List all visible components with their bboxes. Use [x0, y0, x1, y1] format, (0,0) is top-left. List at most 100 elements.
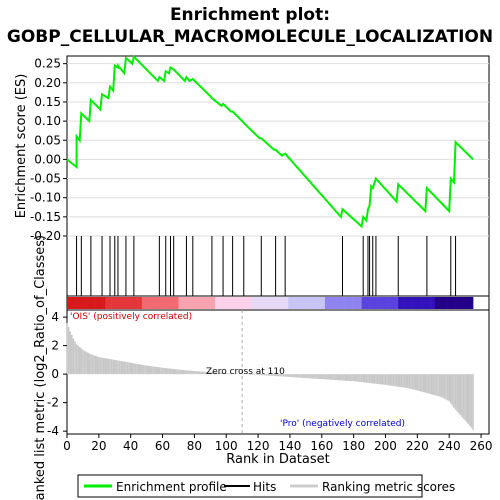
- heat-cell: [74, 297, 77, 309]
- heat-cell: [326, 297, 329, 309]
- heat-cell: [317, 297, 319, 309]
- heat-cell: [98, 297, 101, 309]
- heat-cell: [218, 297, 221, 309]
- heat-cell: [81, 297, 84, 309]
- heat-cell: [248, 297, 251, 309]
- heat-cell: [219, 297, 222, 309]
- es-grid-lines: [67, 63, 489, 237]
- heat-cell: [379, 297, 382, 309]
- x-tick-label: 120: [247, 439, 270, 453]
- heat-cell: [399, 297, 402, 309]
- heat-cell: [97, 297, 100, 309]
- heat-cell: [254, 297, 257, 309]
- heat-cell: [391, 297, 394, 309]
- x-tick-label: 20: [91, 439, 106, 453]
- heat-cell: [211, 297, 214, 309]
- heat-cell: [358, 297, 361, 309]
- heat-cell: [278, 297, 281, 309]
- heat-cell: [352, 297, 354, 309]
- heat-cell: [195, 297, 198, 309]
- heat-cell: [229, 297, 232, 309]
- es-profile-line: [66, 54, 474, 229]
- heat-cell: [340, 297, 343, 309]
- heat-cell: [205, 297, 208, 309]
- heat-cell: [385, 297, 388, 309]
- heat-cell: [393, 297, 396, 309]
- heat-cell: [332, 297, 335, 309]
- heat-cell: [291, 297, 294, 309]
- metric-y-tick-label: -2: [47, 396, 59, 410]
- heat-cell: [173, 297, 176, 309]
- heat-cell: [160, 297, 163, 309]
- heat-cell: [453, 297, 456, 309]
- heat-cell: [458, 297, 461, 309]
- heat-cell: [372, 297, 375, 309]
- heat-cell: [395, 297, 397, 309]
- legend-hits-label: Hits: [253, 480, 276, 494]
- heat-cell: [313, 297, 316, 309]
- heat-cell: [410, 297, 413, 309]
- x-tick-label: 100: [215, 439, 238, 453]
- heat-cell: [304, 297, 307, 309]
- heat-cell: [207, 297, 210, 309]
- heat-cell: [178, 297, 181, 309]
- es-y-tick-label: -0.15: [30, 210, 61, 224]
- heat-cell: [149, 297, 152, 309]
- heat-cell: [253, 297, 256, 309]
- heat-cell: [439, 297, 442, 309]
- heat-cell: [152, 297, 155, 309]
- heat-cell: [167, 297, 170, 309]
- metric-y-tick-label: 2: [51, 339, 59, 353]
- heat-cell: [387, 297, 389, 309]
- heat-cell: [234, 297, 237, 309]
- heat-cell: [465, 297, 468, 309]
- heat-cell: [151, 297, 154, 309]
- heat-cell: [102, 297, 104, 309]
- heat-cell: [82, 297, 85, 309]
- heat-cell: [406, 297, 409, 309]
- x-tick-label: 60: [155, 439, 170, 453]
- heat-cell: [242, 297, 245, 309]
- heat-cell: [127, 297, 130, 309]
- heat-cell: [360, 297, 362, 309]
- heat-cell: [162, 297, 165, 309]
- heat-cell: [366, 297, 369, 309]
- heat-cell: [356, 297, 359, 309]
- x-tick-label: 220: [406, 439, 429, 453]
- heat-cell: [199, 297, 202, 309]
- heat-cell: [407, 297, 410, 309]
- heat-cell: [258, 297, 260, 309]
- heat-cell: [277, 297, 280, 309]
- chart-title-line1: Enrichment plot:: [170, 5, 330, 25]
- heat-cell: [103, 297, 106, 309]
- x-tick-label: 80: [187, 439, 202, 453]
- heat-cell: [318, 297, 321, 309]
- heat-cell: [430, 297, 432, 309]
- x-tick-label: 260: [470, 439, 493, 453]
- heat-cell: [67, 297, 69, 309]
- heat-cell: [345, 297, 348, 309]
- x-tick-label: 200: [374, 439, 397, 453]
- heat-cell: [396, 297, 399, 309]
- heat-cell: [261, 297, 264, 309]
- heat-cell: [191, 297, 194, 309]
- es-y-tick-label: 0.20: [34, 76, 61, 90]
- heat-cell: [119, 297, 122, 309]
- heat-cell: [296, 297, 299, 309]
- heat-cell: [189, 297, 192, 309]
- heat-cell: [180, 297, 182, 309]
- heat-cell: [84, 297, 87, 309]
- heat-cell: [194, 297, 197, 309]
- heat-cell: [417, 297, 420, 309]
- heat-cell: [100, 297, 103, 309]
- heat-cell: [329, 297, 332, 309]
- heat-cell: [380, 297, 383, 309]
- heat-cell: [426, 297, 429, 309]
- heat-cell: [138, 297, 141, 309]
- heat-cell: [302, 297, 305, 309]
- heat-cell: [188, 297, 190, 309]
- heat-cell: [215, 297, 217, 309]
- heat-cell: [270, 297, 273, 309]
- heat-cell: [71, 297, 74, 309]
- heat-cell: [106, 297, 109, 309]
